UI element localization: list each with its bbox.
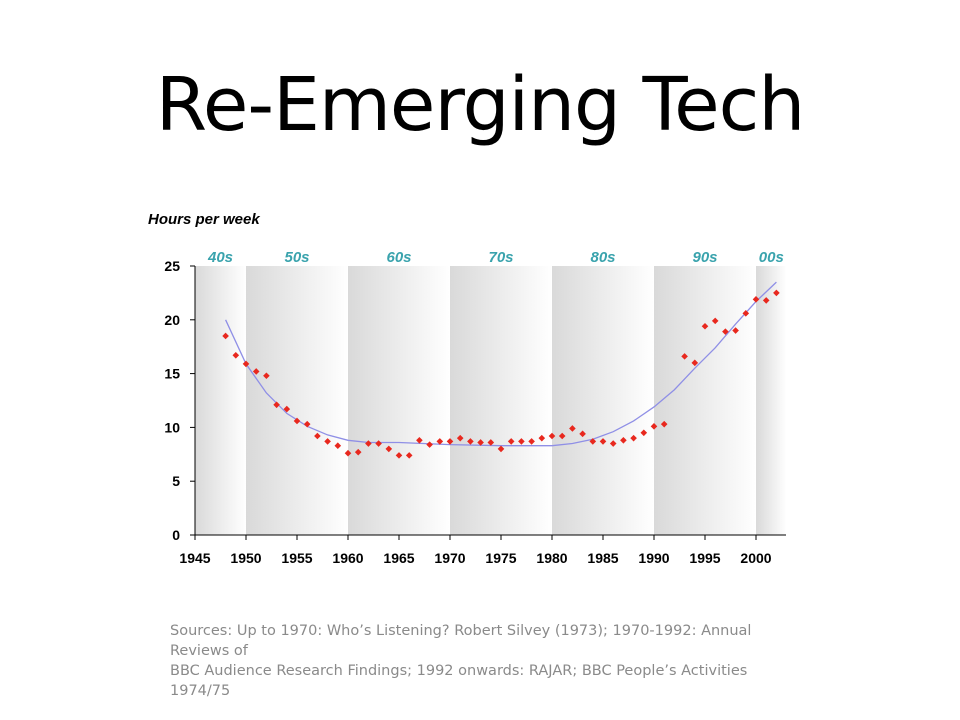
decade-band-40s [195, 266, 246, 535]
data-point [620, 437, 627, 444]
data-point [334, 442, 342, 449]
chart-axes: 0 5 10 15 20 25 1945 1950 1955 1960 1965 1970 1975 19… [164, 258, 786, 566]
data-point [314, 432, 321, 440]
data-point [467, 438, 474, 445]
data-point [375, 440, 382, 447]
data-point [395, 452, 403, 459]
data-point [722, 328, 729, 335]
decade-band-90s [654, 266, 756, 535]
decade-label: 50s [284, 249, 309, 266]
data-point [507, 438, 515, 445]
data-point [365, 440, 372, 447]
data-point [773, 289, 780, 297]
data-point [497, 445, 505, 453]
data-point [579, 430, 586, 438]
data-point [426, 441, 433, 448]
data-point [293, 417, 301, 425]
x-tick-label: 1985 [587, 550, 618, 566]
decade-band-70s [450, 266, 552, 535]
trend-line [225, 281, 777, 447]
data-point [691, 359, 699, 367]
data-point [732, 327, 739, 334]
decade-label: 90s [692, 249, 717, 266]
data-point [242, 360, 250, 368]
data-point [324, 438, 331, 445]
data-point [589, 438, 597, 445]
y-tick-label: 20 [164, 312, 180, 328]
decade-label: 80s [590, 249, 615, 266]
data-point [263, 372, 270, 380]
data-point [640, 429, 648, 437]
data-point [660, 420, 668, 428]
data-point [650, 423, 658, 430]
data-point [405, 452, 413, 459]
data-point [609, 440, 617, 447]
data-point [548, 432, 556, 440]
data-point [538, 434, 546, 442]
decade-band-50s [246, 266, 348, 535]
data-point [742, 310, 750, 317]
data-point [762, 297, 770, 304]
decade-label: 70s [488, 249, 513, 266]
data-point [222, 332, 229, 340]
x-tick-label: 1995 [689, 550, 720, 566]
y-tick-label: 0 [172, 527, 180, 543]
data-point [385, 445, 393, 453]
trend-line-layer [225, 281, 777, 447]
x-tick-label: 1955 [281, 550, 312, 566]
data-point [558, 432, 566, 440]
y-tick-label: 5 [172, 473, 180, 489]
data-point [446, 438, 454, 445]
sources-line-2: BBC Audience Research Findings; 1992 onw… [170, 663, 748, 699]
x-tick-label: 1960 [332, 550, 363, 566]
decade-band-60s [348, 266, 450, 535]
x-tick-label: 1945 [179, 550, 210, 566]
y-tick-label: 15 [164, 366, 180, 382]
data-point [630, 434, 637, 442]
data-point [273, 401, 280, 409]
data-point [283, 405, 291, 413]
data-point [416, 437, 423, 444]
data-point [303, 420, 311, 428]
y-tick-label: 10 [164, 419, 180, 435]
data-point [711, 317, 719, 325]
data-point [252, 368, 260, 375]
y-tick-label: 25 [164, 258, 180, 274]
data-point [681, 353, 688, 360]
data-point [752, 296, 760, 303]
data-point [477, 439, 484, 446]
x-tick-label: 1965 [383, 550, 414, 566]
x-tick-label: 1975 [485, 550, 516, 566]
data-points [222, 289, 780, 459]
data-point [456, 434, 464, 442]
data-point [599, 438, 607, 445]
x-tick-label: 1990 [638, 550, 669, 566]
slide-title: Re-Emerging Tech [155, 62, 805, 148]
data-point [344, 449, 352, 457]
data-point [354, 448, 362, 456]
decade-label: 60s [386, 249, 411, 266]
sources-line-1: Sources: Up to 1970: Who’s Listening? Ro… [170, 623, 752, 659]
x-tick-label: 1970 [434, 550, 465, 566]
decade-band-00s [756, 266, 787, 535]
x-tick-label: 1980 [536, 550, 567, 566]
decade-label: 00s [759, 249, 784, 266]
data-point [232, 352, 240, 359]
data-point [528, 438, 535, 445]
decade-band-80s [552, 266, 654, 535]
y-axis-label: Hours per week [148, 211, 260, 228]
data-point [487, 439, 495, 446]
data-point [436, 438, 444, 445]
x-tick-label: 1950 [230, 550, 261, 566]
sources-note: Sources: Up to 1970: Who’s Listening? Ro… [170, 621, 810, 701]
data-point [518, 438, 525, 445]
decade-label: 40s [207, 249, 233, 266]
decade-bands: 40s 50s 60s 70s 80s 90s 00s [195, 249, 787, 535]
data-point [701, 322, 709, 330]
x-tick-label: 2000 [740, 550, 771, 566]
data-point [569, 425, 576, 432]
